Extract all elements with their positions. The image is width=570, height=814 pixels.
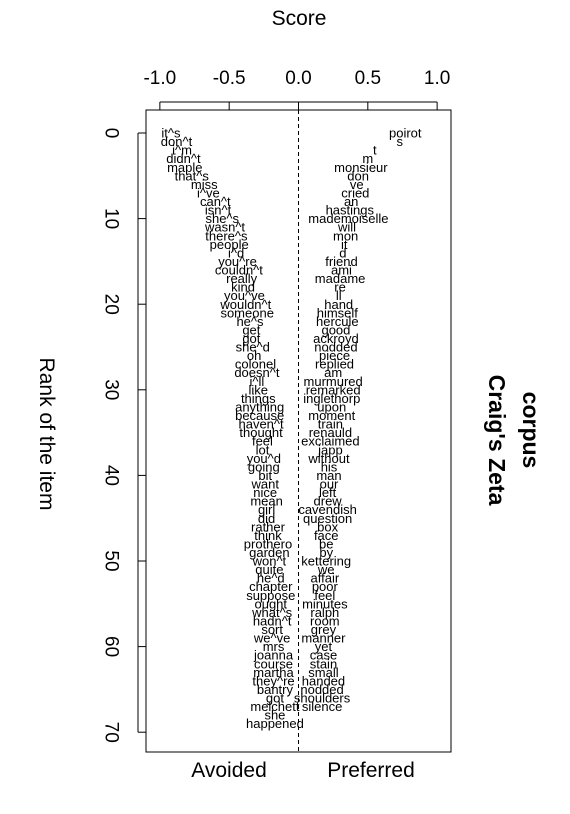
- preferred-word: silence: [302, 699, 342, 714]
- y-tick-label: 40: [100, 465, 121, 486]
- preferred-words: poirotstmmonsieurdonvecriedanhastingsmad…: [294, 126, 422, 715]
- avoided-word: happened: [246, 716, 304, 731]
- y-tick-label: 20: [100, 294, 121, 315]
- y-axis-label: Rank of the item: [35, 358, 58, 511]
- x-tick-label: 0.5: [355, 68, 381, 89]
- y-ticks: 0 10 20 30 40 50 60 70: [100, 128, 146, 743]
- y-tick-label: 30: [100, 379, 121, 400]
- x-ticks: -1.0 -0.5 0.0 0.5 1.0: [143, 68, 450, 110]
- side-label-method: Craig's Zeta: [484, 375, 510, 506]
- preferred-word: t: [373, 143, 377, 158]
- y-tick-label: 50: [100, 550, 121, 571]
- preferred-word: poirot: [389, 126, 422, 141]
- plot-frame: [146, 110, 451, 752]
- avoided-words: it^sdon^ti^mdidn^tmaplethat^smissi^vecan…: [161, 126, 304, 732]
- x-tick-label: 1.0: [424, 68, 450, 89]
- x-axis-label: Score: [272, 7, 327, 30]
- y-tick-label: 0: [100, 128, 121, 139]
- y-tick-label: 60: [100, 636, 121, 657]
- y-tick-label: 70: [100, 722, 121, 743]
- preferred-word: s: [396, 134, 403, 149]
- x-tick-label: -0.5: [213, 68, 246, 89]
- x-tick-label: -1.0: [143, 68, 176, 89]
- y-tick-label: 10: [100, 208, 121, 229]
- bottom-label-avoided: Avoided: [191, 759, 267, 782]
- side-label-corpus: corpus: [518, 392, 544, 469]
- x-tick-label: 0.0: [285, 68, 311, 89]
- bottom-label-preferred: Preferred: [327, 759, 415, 782]
